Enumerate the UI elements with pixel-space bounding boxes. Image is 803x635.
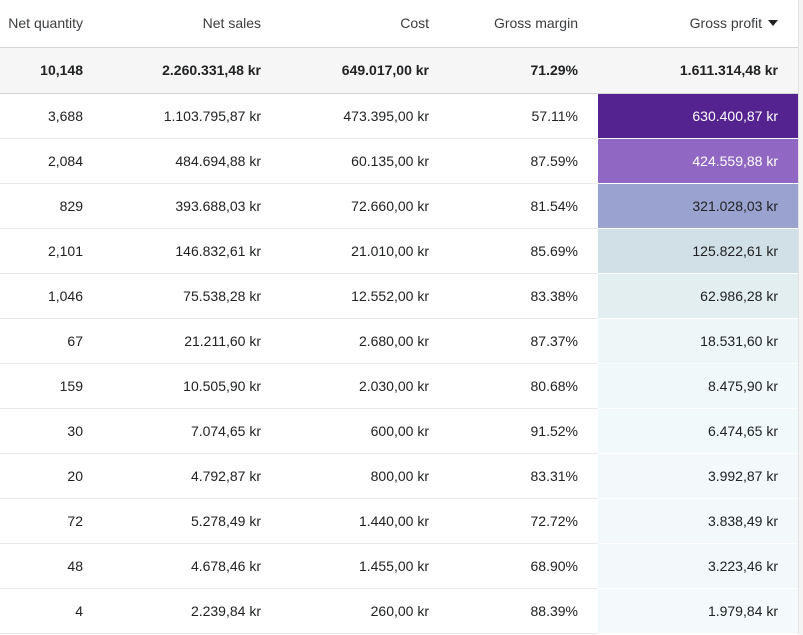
- table-row: 72 5.278,49 kr 1.440,00 kr 72.72% 3.838,49 k…: [0, 498, 798, 544]
- cell-cost: 2.030,00 kr: [281, 363, 449, 409]
- table-row: 159 10.505,90 kr 2.030,00 kr 80.68% 8.475,90…: [0, 363, 798, 409]
- cell-gross-profit: 1.979,84 kr: [598, 588, 798, 634]
- column-header-gross-margin[interactable]: Gross margin: [449, 0, 598, 48]
- total-gross-profit: 1.611.314,48 kr: [598, 47, 798, 94]
- cell-gross-profit: 62.986,28 kr: [598, 273, 798, 319]
- cell-gross-margin: 83.38%: [449, 273, 598, 319]
- cell-gross-margin: 85.69%: [449, 228, 598, 274]
- column-header-cost[interactable]: Cost: [281, 0, 449, 48]
- cell-gross-profit: 3.992,87 kr: [598, 453, 798, 499]
- cell-net-sales: 21.211,60 kr: [96, 318, 281, 364]
- cell-gross-profit: 6.474,65 kr: [598, 408, 798, 454]
- cell-gross-margin: 87.59%: [449, 138, 598, 184]
- table-row: 2,101 146.832,61 kr 21.010,00 kr 85.69% 125.…: [0, 228, 798, 274]
- table-row: 1,046 75.538,28 kr 12.552,00 kr 83.38% 62.98…: [0, 273, 798, 319]
- header-label: Gross profit: [689, 15, 762, 32]
- total-net-quantity: 10,148: [0, 47, 96, 94]
- cell-net-quantity: 1,046: [0, 273, 96, 319]
- total-net-sales: 2.260.331,48 kr: [96, 47, 281, 94]
- cell-gross-profit: 18.531,60 kr: [598, 318, 798, 364]
- cell-gross-margin: 81.54%: [449, 183, 598, 229]
- cell-net-quantity: 2,084: [0, 138, 96, 184]
- cell-net-quantity: 2,101: [0, 228, 96, 274]
- cell-net-quantity: 4: [0, 588, 96, 634]
- cell-net-quantity: 30: [0, 408, 96, 454]
- panel-edge: [799, 0, 803, 635]
- cell-net-sales: 5.278,49 kr: [96, 498, 281, 544]
- header-label: Net quantity: [8, 15, 83, 32]
- cell-cost: 1.440,00 kr: [281, 498, 449, 544]
- cell-cost: 800,00 kr: [281, 453, 449, 499]
- column-header-gross-profit[interactable]: Gross profit: [598, 0, 798, 48]
- table-row: 67 21.211,60 kr 2.680,00 kr 87.37% 18.531,60…: [0, 318, 798, 364]
- table-row: 2,084 484.694,88 kr 60.135,00 kr 87.59% 424.…: [0, 138, 798, 184]
- header-row: Net quantity Net sales Cost Gross margin…: [0, 0, 798, 48]
- cell-net-sales: 484.694,88 kr: [96, 138, 281, 184]
- cell-cost: 12.552,00 kr: [281, 273, 449, 319]
- cell-gross-margin: 72.72%: [449, 498, 598, 544]
- cell-cost: 473.395,00 kr: [281, 93, 449, 139]
- cell-gross-profit: 424.559,88 kr: [598, 138, 798, 184]
- column-header-net-sales[interactable]: Net sales: [96, 0, 281, 48]
- cell-gross-profit: 125.822,61 kr: [598, 228, 798, 274]
- cell-net-quantity: 829: [0, 183, 96, 229]
- cell-cost: 2.680,00 kr: [281, 318, 449, 364]
- cell-net-sales: 393.688,03 kr: [96, 183, 281, 229]
- table-row: 4 2.239,84 kr 260,00 kr 88.39% 1.979,84 kr: [0, 588, 798, 634]
- cell-net-sales: 4.792,87 kr: [96, 453, 281, 499]
- table-row: 20 4.792,87 kr 800,00 kr 83.31% 3.992,87 kr: [0, 453, 798, 499]
- totals-row: 10,148 2.260.331,48 kr 649.017,00 kr 71.…: [0, 47, 798, 94]
- cell-net-sales: 146.832,61 kr: [96, 228, 281, 274]
- cell-gross-profit: 3.838,49 kr: [598, 498, 798, 544]
- cell-gross-margin: 83.31%: [449, 453, 598, 499]
- header-label: Net sales: [202, 15, 261, 32]
- cell-gross-margin: 91.52%: [449, 408, 598, 454]
- cell-gross-margin: 57.11%: [449, 93, 598, 139]
- column-header-net-quantity[interactable]: Net quantity: [0, 0, 96, 48]
- header-label: Cost: [400, 15, 429, 32]
- cell-cost: 260,00 kr: [281, 588, 449, 634]
- cell-net-quantity: 3,688: [0, 93, 96, 139]
- header-label: Gross margin: [493, 15, 578, 32]
- sort-descending-icon[interactable]: [768, 20, 778, 27]
- cell-net-sales: 75.538,28 kr: [96, 273, 281, 319]
- cell-net-sales: 2.239,84 kr: [96, 588, 281, 634]
- cell-net-quantity: 67: [0, 318, 96, 364]
- cell-net-sales: 4.678,46 kr: [96, 543, 281, 589]
- cell-gross-profit: 3.223,46 kr: [598, 543, 798, 589]
- cell-gross-profit: 630.400,87 kr: [598, 93, 798, 139]
- cell-net-sales: 7.074,65 kr: [96, 408, 281, 454]
- cell-gross-margin: 68.90%: [449, 543, 598, 589]
- cell-gross-margin: 87.37%: [449, 318, 598, 364]
- cell-net-sales: 10.505,90 kr: [96, 363, 281, 409]
- table-row: 48 4.678,46 kr 1.455,00 kr 68.90% 3.223,46 k…: [0, 543, 798, 589]
- total-gross-margin: 71.29%: [449, 47, 598, 94]
- cell-cost: 600,00 kr: [281, 408, 449, 454]
- cell-gross-margin: 88.39%: [449, 588, 598, 634]
- cell-net-quantity: 48: [0, 543, 96, 589]
- cell-cost: 60.135,00 kr: [281, 138, 449, 184]
- table-row: 829 393.688,03 kr 72.660,00 kr 81.54% 321.02…: [0, 183, 798, 229]
- cell-net-quantity: 72: [0, 498, 96, 544]
- cell-cost: 21.010,00 kr: [281, 228, 449, 274]
- cell-cost: 1.455,00 kr: [281, 543, 449, 589]
- table-row: 30 7.074,65 kr 600,00 kr 91.52% 6.474,65 kr: [0, 408, 798, 454]
- cell-gross-profit: 321.028,03 kr: [598, 183, 798, 229]
- total-cost: 649.017,00 kr: [281, 47, 449, 94]
- cell-cost: 72.660,00 kr: [281, 183, 449, 229]
- cell-net-sales: 1.103.795,87 kr: [96, 93, 281, 139]
- cell-net-quantity: 159: [0, 363, 96, 409]
- table-row: 3,688 1.103.795,87 kr 473.395,00 kr 57.11% 6…: [0, 93, 798, 139]
- cell-gross-profit: 8.475,90 kr: [598, 363, 798, 409]
- cell-gross-margin: 80.68%: [449, 363, 598, 409]
- cell-net-quantity: 20: [0, 453, 96, 499]
